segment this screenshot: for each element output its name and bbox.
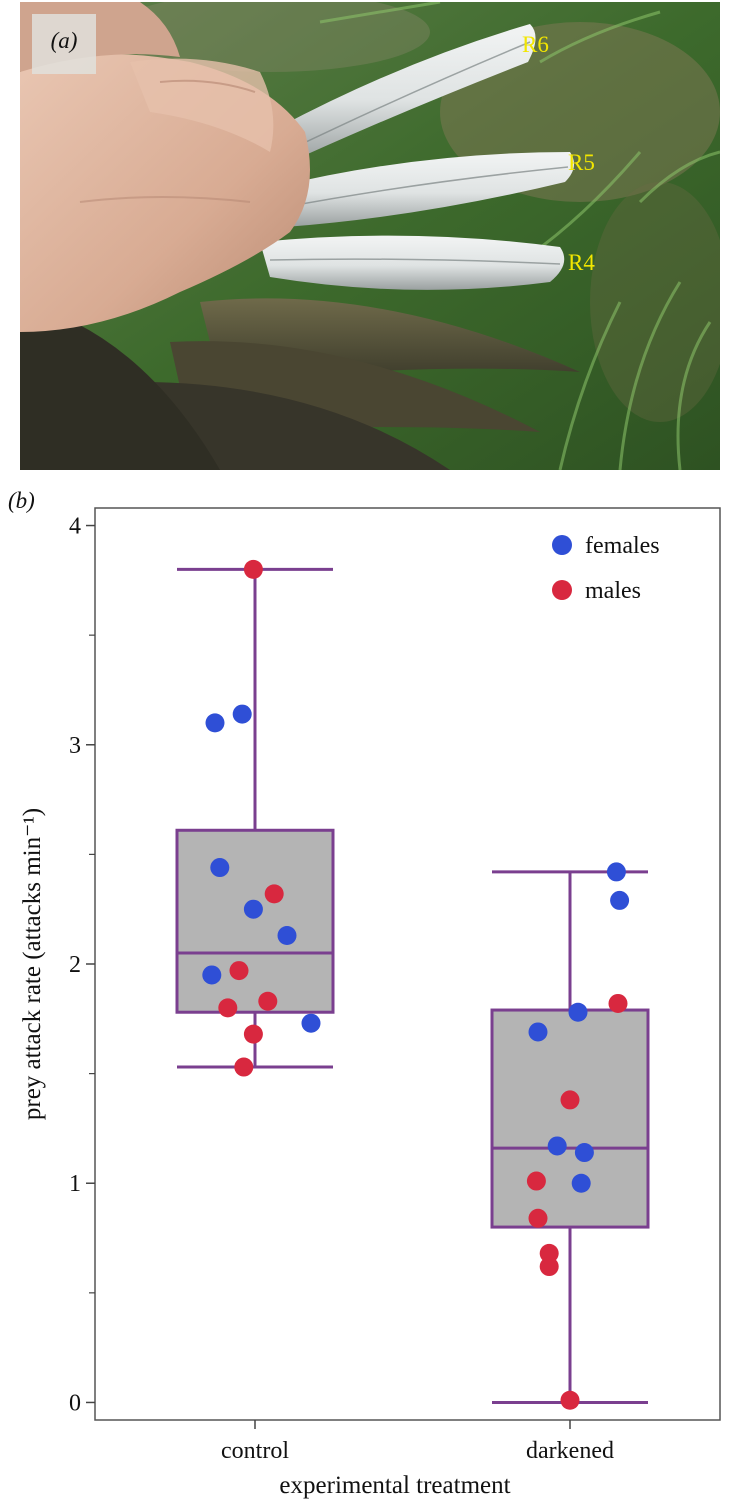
feather-photo-illustration	[20, 2, 720, 470]
data-point-males	[608, 993, 628, 1013]
x-tick-label: control	[221, 1438, 289, 1464]
x-axis-ticks: control darkened	[221, 1420, 614, 1464]
data-point-males	[243, 1024, 263, 1044]
panel-a-label: (a)	[50, 28, 78, 53]
data-point-males	[243, 559, 263, 579]
data-point-females	[568, 1002, 588, 1022]
data-point-females	[571, 1173, 591, 1193]
y-tick-label: 4	[69, 514, 81, 540]
boxplot-chart: 0 1 2 3 4 control darkened females males prey …	[19, 507, 721, 1499]
data-point-males	[560, 1090, 580, 1110]
data-point-females	[277, 926, 297, 945]
box-iqr-control	[175, 828, 335, 1014]
data-point-females	[547, 1136, 567, 1156]
legend-label-males: males	[585, 578, 641, 604]
feather-label-r4: R4	[568, 250, 595, 275]
data-point-males	[264, 884, 284, 904]
y-tick-label: 2	[69, 952, 81, 978]
data-point-males	[258, 991, 278, 1011]
feather-label-r5: R5	[568, 150, 595, 175]
x-axis-title: experimental treatment	[279, 1472, 510, 1499]
data-point-males	[539, 1257, 559, 1277]
data-point-females	[202, 965, 222, 985]
data-point-females	[606, 862, 626, 882]
data-point-females	[205, 713, 225, 733]
y-axis-ticks: 0 1 2 3 4	[69, 514, 95, 1416]
data-point-males	[526, 1171, 546, 1191]
legend-label-females: females	[585, 533, 660, 559]
data-point-males	[528, 1208, 548, 1228]
points-group	[202, 559, 630, 1410]
x-tick-label: darkened	[526, 1438, 614, 1464]
data-point-females	[243, 899, 263, 919]
feather-photo-panel: (a) R6 R5 R4	[20, 2, 720, 470]
data-point-males	[218, 998, 238, 1018]
legend: females males	[552, 533, 660, 604]
data-point-males	[539, 1243, 559, 1263]
data-point-females	[574, 1143, 594, 1163]
feather-label-r6: R6	[522, 32, 549, 57]
legend-marker-females	[552, 535, 572, 555]
box-iqr-darkened	[490, 1008, 650, 1229]
data-point-females	[528, 1022, 548, 1042]
y-tick-label: 0	[69, 1390, 81, 1416]
boxes-group	[175, 567, 650, 1404]
boxplot-panel: (b) 0 1 2 3 4 control darkened females males p…	[0, 470, 738, 1500]
y-tick-label: 1	[69, 1171, 81, 1197]
y-axis-title: prey attack rate (attacks min⁻¹)	[19, 808, 46, 1120]
data-point-males	[229, 961, 249, 981]
data-point-females	[232, 704, 252, 724]
data-point-females	[210, 858, 230, 878]
data-point-males	[234, 1057, 254, 1077]
data-point-females	[610, 890, 630, 910]
panel-b-label: (b)	[8, 488, 35, 513]
legend-marker-males	[552, 580, 572, 600]
data-point-males	[560, 1390, 580, 1410]
y-tick-label: 3	[69, 733, 81, 759]
data-point-females	[301, 1013, 321, 1033]
panel-a-label-box: (a)	[32, 14, 96, 74]
